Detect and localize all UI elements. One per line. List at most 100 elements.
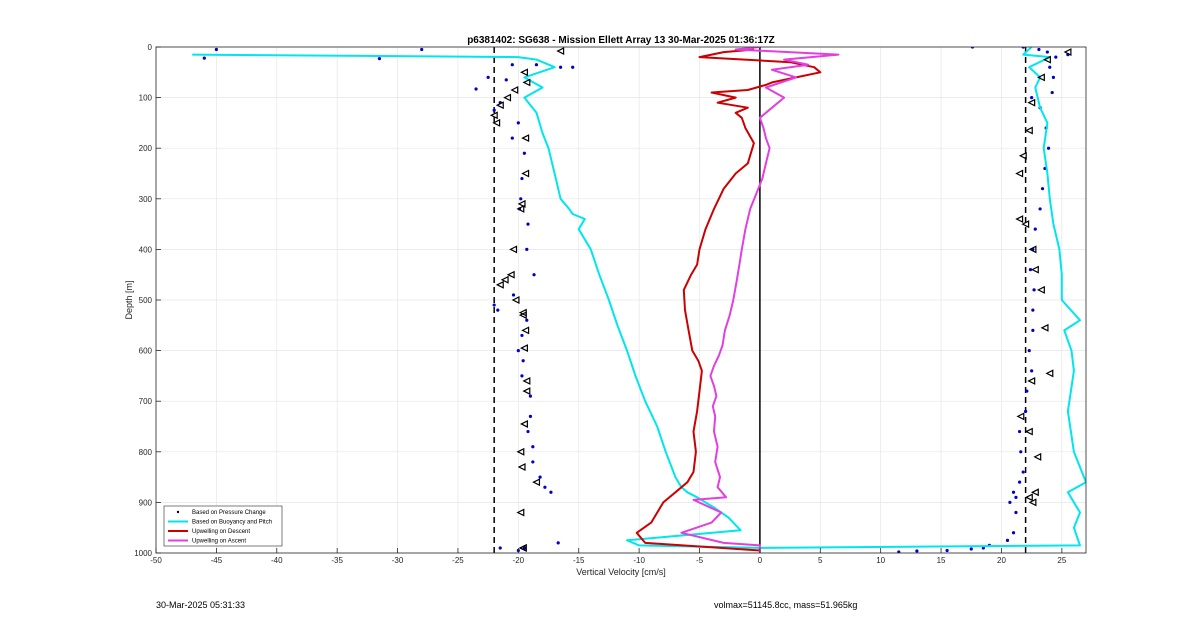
- pressure-change-point: [516, 349, 520, 353]
- triangle-marker: [522, 387, 531, 396]
- x-tick-label: -50: [150, 556, 162, 565]
- pressure-change-point: [510, 136, 514, 140]
- triangle-marker: [520, 68, 528, 77]
- pressure-change-point: [1014, 510, 1018, 515]
- pressure-change-point: [1046, 146, 1051, 150]
- legend-label: Upwelling on Descent: [192, 529, 250, 535]
- pressure-change-point: [377, 57, 382, 61]
- pressure-change-point: [525, 247, 529, 251]
- y-tick-label: 600: [139, 347, 153, 356]
- pressure-change-point: [559, 65, 563, 69]
- x-tick-label: 0: [758, 556, 763, 565]
- y-tick-label: 300: [139, 195, 153, 204]
- pressure-change-point: [498, 546, 502, 550]
- triangle-marker: [1028, 245, 1037, 254]
- y-tick-label: 1000: [134, 549, 152, 558]
- triangle-marker: [492, 118, 501, 127]
- pressure-change-point: [543, 485, 547, 489]
- triangle-marker: [521, 134, 530, 143]
- x-tick-label: 10: [876, 556, 885, 565]
- pressure-change-point: [528, 414, 533, 418]
- pressure-change-point: [520, 176, 524, 181]
- pressure-change-point: [1019, 450, 1023, 454]
- triangle-marker: [521, 326, 530, 335]
- pressure-change-point: [510, 63, 514, 67]
- legend-label: Based on Pressure Change: [192, 510, 266, 516]
- triangle-marker: [1043, 55, 1051, 64]
- pressure-change-point: [1011, 490, 1016, 494]
- pressure-change-point: [1031, 308, 1035, 312]
- triangle-marker: [510, 86, 519, 94]
- x-tick-label: -40: [271, 556, 283, 565]
- legend-label: Based on Buoyancy and Pitch: [192, 520, 272, 526]
- triangle-marker: [1036, 285, 1045, 294]
- triangle-marker: [1024, 126, 1033, 135]
- triangle-marker: [489, 111, 498, 120]
- triangle-marker: [517, 199, 526, 208]
- x-axis-label: Vertical Velocity [cm/s]: [576, 567, 666, 577]
- pressure-change-point: [1008, 500, 1012, 504]
- triangle-marker: [516, 447, 525, 456]
- pressure-change-point: [1030, 96, 1034, 100]
- triangle-marker: [500, 275, 509, 284]
- x-tick-label: -20: [513, 556, 525, 565]
- triangle-marker: [1063, 48, 1072, 57]
- pressure-change-point: [1051, 75, 1055, 79]
- triangle-marker: [1015, 169, 1024, 178]
- triangle-marker: [517, 463, 526, 471]
- triangle-marker: [1036, 73, 1045, 82]
- triangle-marker: [1027, 376, 1036, 385]
- triangle-marker: [1016, 412, 1025, 421]
- pressure-change-point: [520, 374, 524, 378]
- y-tick-label: 0: [148, 43, 153, 52]
- x-tick-label: -15: [573, 556, 585, 565]
- pressure-change-point: [1037, 47, 1041, 52]
- triangle-marker: [522, 78, 531, 87]
- triangle-marker: [1024, 493, 1033, 502]
- triangle-marker: [518, 311, 527, 320]
- pressure-change-point: [492, 303, 496, 307]
- y-tick-label: 800: [139, 448, 153, 457]
- pressure-change-point: [1054, 55, 1058, 59]
- series-line-based-on-buoyancy-and-pitch: [192, 47, 1086, 549]
- x-tick-label: 25: [1057, 556, 1066, 565]
- pressure-change-point: [521, 359, 525, 363]
- pressure-change-point: [528, 394, 533, 398]
- x-tick-label: -5: [696, 556, 704, 565]
- x-tick-label: 5: [818, 556, 823, 565]
- triangle-marker: [1021, 220, 1030, 229]
- footer-vehicle-info: volmax=51145.8cc, mass=51.965kg: [714, 600, 858, 610]
- triangle-marker: [503, 93, 512, 102]
- x-tick-label: -30: [392, 556, 404, 565]
- pressure-change-point: [1032, 288, 1036, 292]
- pressure-change-point: [516, 121, 520, 125]
- pressure-change-point: [1017, 429, 1022, 434]
- pressure-change-point: [519, 197, 523, 201]
- triangle-marker: [495, 101, 504, 110]
- pressure-change-point: [1038, 207, 1042, 211]
- pressure-change-point: [202, 56, 206, 60]
- pressure-change-point: [1048, 65, 1052, 69]
- triangle-marker: [556, 47, 565, 56]
- pressure-change-point: [538, 475, 542, 479]
- pressure-change-point: [522, 151, 526, 155]
- series-line-upwelling-on-ascent: [680, 47, 840, 553]
- pressure-change-point: [504, 78, 508, 82]
- pressure-change-point: [1017, 480, 1022, 484]
- triangle-marker: [495, 280, 504, 289]
- pressure-change-point: [549, 490, 553, 494]
- pressure-change-point: [1014, 495, 1018, 499]
- triangle-marker: [520, 344, 528, 353]
- pressure-change-point: [1027, 349, 1031, 353]
- triangle-marker: [1028, 498, 1037, 507]
- triangle-marker: [1015, 215, 1024, 224]
- x-tick-label: -10: [633, 556, 645, 565]
- pressure-change-point: [945, 548, 949, 553]
- triangle-marker: [516, 508, 525, 517]
- triangle-marker: [1018, 151, 1027, 160]
- triangle-marker: [1040, 323, 1049, 332]
- pressure-change-point: [1021, 470, 1025, 474]
- pressure-change-point: [534, 63, 539, 67]
